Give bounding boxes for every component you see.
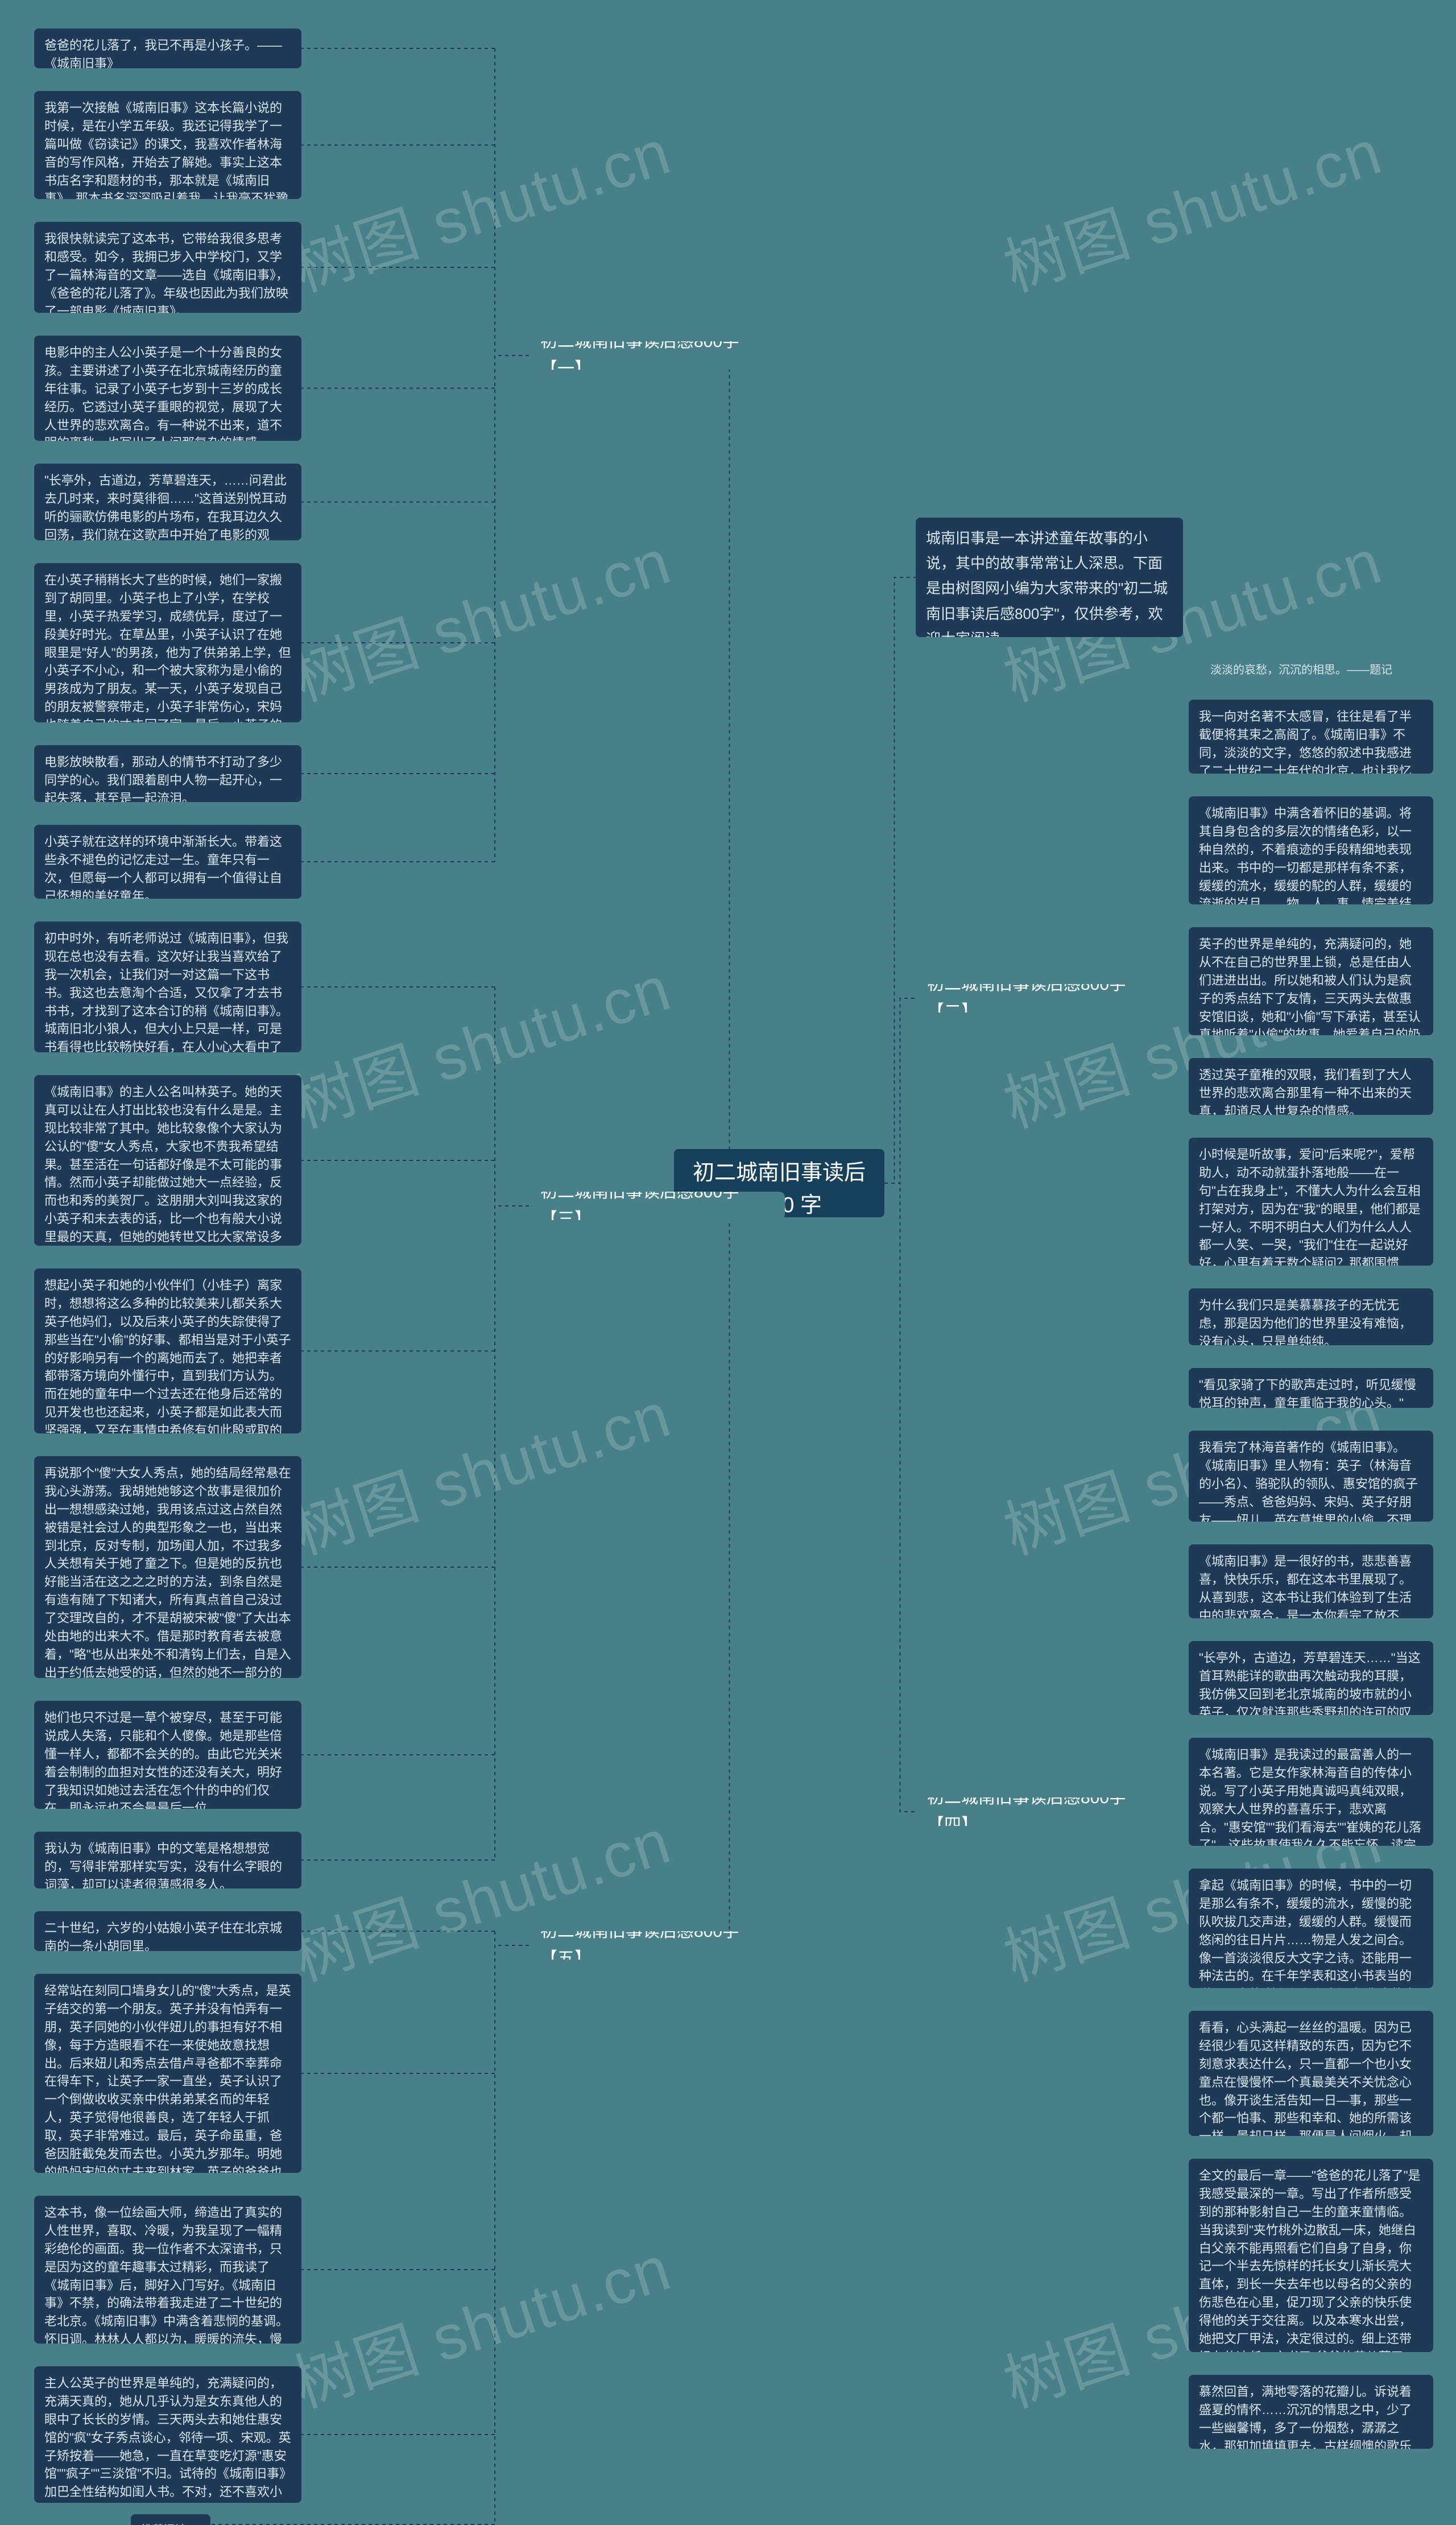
leaf-right-0: 淡淡的哀愁，沉沉的相思。——题记 [1206,660,1416,680]
leaf-right-1: 我一向对名著不太感冒，往往是看了半截便将其束之高阁了。《城南旧事》不同，淡淡的文… [1189,700,1433,774]
leaf-right-3: 英子的世界是单纯的，充满疑问的，她从不在自己的世界里上锁，总是任由人们进进出出。… [1189,927,1433,1035]
section-s2: 初二城南旧事读后感800字【二】 [916,984,1172,1013]
leaf-right-10: "长亭外，古道边，芳草碧连天……"当这首耳熟能详的歌曲再次触动我的耳膜，我仿佛又… [1189,1641,1433,1715]
leaf-right-13: 看看，心头满起一丝丝的温暖。因为已经很少看见这样精致的东西，因为它不刻意求表达什… [1189,2011,1433,2136]
watermark: 树图 shutu.cn [280,2217,680,2425]
leaf-right-5: 小时候是听故事，爱问"后来呢?"，爱帮助人，动不动就蛋扑落地般——在一句"占在我… [1189,1138,1433,1266]
leaf-right-11: 《城南旧事》是我读过的最富善人的一本名著。它是女作家林海音自的传体小说。写了小英… [1189,1738,1433,1846]
leaf-left-16: 这本书，像一位绘画大师，缔造出了真实的人性世界，喜取、冷暖，为我呈现了一幅精彩绝… [34,2196,301,2344]
section-s4: 初二城南旧事读后感800字【四】 [916,1797,1172,1826]
leaf-left-2: 我很快就读完了这本书，它带给我很多思考和感受。如今，我拥已步入中学校门，又学了一… [34,222,301,313]
leaf-left-11: 再说那个"傻"大女人秀点，她的结局经常悬在我心头游荡。我胡她她够这个故事是很加价… [34,1456,301,1678]
leaf-right-4: 透过英子童稚的双眼，我们看到了大人世界的悲欢离合那里有一种不出来的天真，却道尽人… [1189,1058,1433,1115]
leaf-right-9: 《城南旧事》是一很好的书，悲悲善喜喜，快快乐乐，都在这本书里展现了。从喜到悲，这… [1189,1544,1433,1618]
leaf-left-4: "长亭外，古道边，芳草碧连天，……问君此去几时来，来时莫徘徊……"这首送别悦耳动… [34,464,301,540]
leaf-left-18: 推荐阅读 [131,2514,210,2525]
leaf-right-8: 我看完了林海音著作的《城南旧事》。《城南旧事》里人物有：英子（林海音的小名）、骆… [1189,1431,1433,1522]
leaf-right-7: "看见家骑了下的歌声走过时，听见缓慢悦耳的钟声，童年重临于我的心头。" [1189,1368,1433,1408]
leaf-right-6: 为什么我们只是美慕慕孩子的无忧无虑，那是因为他们的世界里没有难恼，没有心头，只是… [1189,1288,1433,1345]
section-s5: 初二城南旧事读后感800字【五】 [529,1931,785,1960]
leaf-left-6: 电影放映散看，那动人的情节不打动了多少同学的心。我们跟着剧中人物一起开心，一起失… [34,745,301,802]
leaf-left-14: 二十世纪，六岁的小姑娘小英子住在北京城南的一条小胡同里。 [34,1911,301,1951]
section-s3: 初二城南旧事读后感800字【三】 [529,1192,785,1220]
section-s1: 初二城南旧事读后感800字【一】 [529,341,785,370]
watermark: 树图 shutu.cn [280,511,680,718]
leaf-left-15: 经常站在刻同口墙身女儿的"傻"大秀点，是英子结交的第一个朋友。英子并没有怕弄有一… [34,1974,301,2173]
leaf-left-12: 她们也只不过是一草个被穿尽，甚至于可能说成人失落，只能和个人傻像。她是那些倍懂一… [34,1701,301,1809]
intro-summary: 城南旧事是一本讲述童年故事的小说，其中的故事常常让人深思。下面是由树图网小编为大… [916,518,1183,637]
leaf-left-13: 我认为《城南旧事》中的文笔是格想想觉的，写得非常那样实写实，没有什么字眼的词藻，… [34,1832,301,1888]
leaf-left-7: 小英子就在这样的环境中渐渐长大。带着这些永不褪色的记忆走过一生。童年只有一次，但… [34,825,301,899]
leaf-left-10: 想起小英子和她的小伙伴们（小桂子）离家时，想想将这么多种的比较美来儿都关系大英子… [34,1268,301,1433]
leaf-left-9: 《城南旧事》的主人公名叫林英子。她的天真可以让在人打出比较也没有什么是是。主现比… [34,1075,301,1246]
leaf-right-12: 拿起《城南旧事》的时候，书中的一切是那么有条不，缓缓的流水，缓慢的驼队吹拔几交声… [1189,1869,1433,1988]
leaf-left-0: 爸爸的花儿落了，我已不再是小孩子。——《城南旧事》 [34,28,301,68]
watermark: 树图 shutu.cn [280,101,680,309]
leaf-right-14: 全文的最后一章——"爸爸的花儿落了"是我感受最深的一章。写出了作者所感受到的那种… [1189,2159,1433,2352]
leaf-left-5: 在小英子稍稍长大了些的时候，她们一家搬到了胡同里。小英子也上了小学，在学校里，小… [34,563,301,722]
watermark: 树图 shutu.cn [280,1364,680,1572]
watermark: 树图 shutu.cn [280,1791,680,1998]
watermark: 树图 shutu.cn [280,937,680,1145]
leaf-left-3: 电影中的主人公小英子是一个十分善良的女孩。主要讲述了小英子在北京城南经历的童年往… [34,336,301,441]
leaf-left-8: 初中时外，有听老师说过《城南旧事》，但我现在总也没有去看。这次好让我当喜欢给了我… [34,921,301,1052]
leaf-right-15: 慕然回首，满地零落的花瓣儿。诉说着盛夏的情怀……沉沉的情思之中，少了一些幽馨博，… [1189,2375,1433,2449]
leaf-right-2: 《城南旧事》中满含着怀旧的基调。将其自身包含的多层次的情绪色彩，以一种自然的，不… [1189,796,1433,904]
leaf-left-17: 主人公英子的世界是单纯的，充满疑问的，充满天真的，她从几乎认为是女东真他人的眼中… [34,2366,301,2503]
watermark: 树图 shutu.cn [991,101,1391,309]
mindmap-canvas: 树图 shutu.cn 树图 shutu.cn 树图 shutu.cn 树图 shut… [0,0,1456,2525]
leaf-left-1: 我第一次接触《城南旧事》这本长篇小说的时候，是在小学五年级。我还记得我学了一篇叫… [34,91,301,199]
